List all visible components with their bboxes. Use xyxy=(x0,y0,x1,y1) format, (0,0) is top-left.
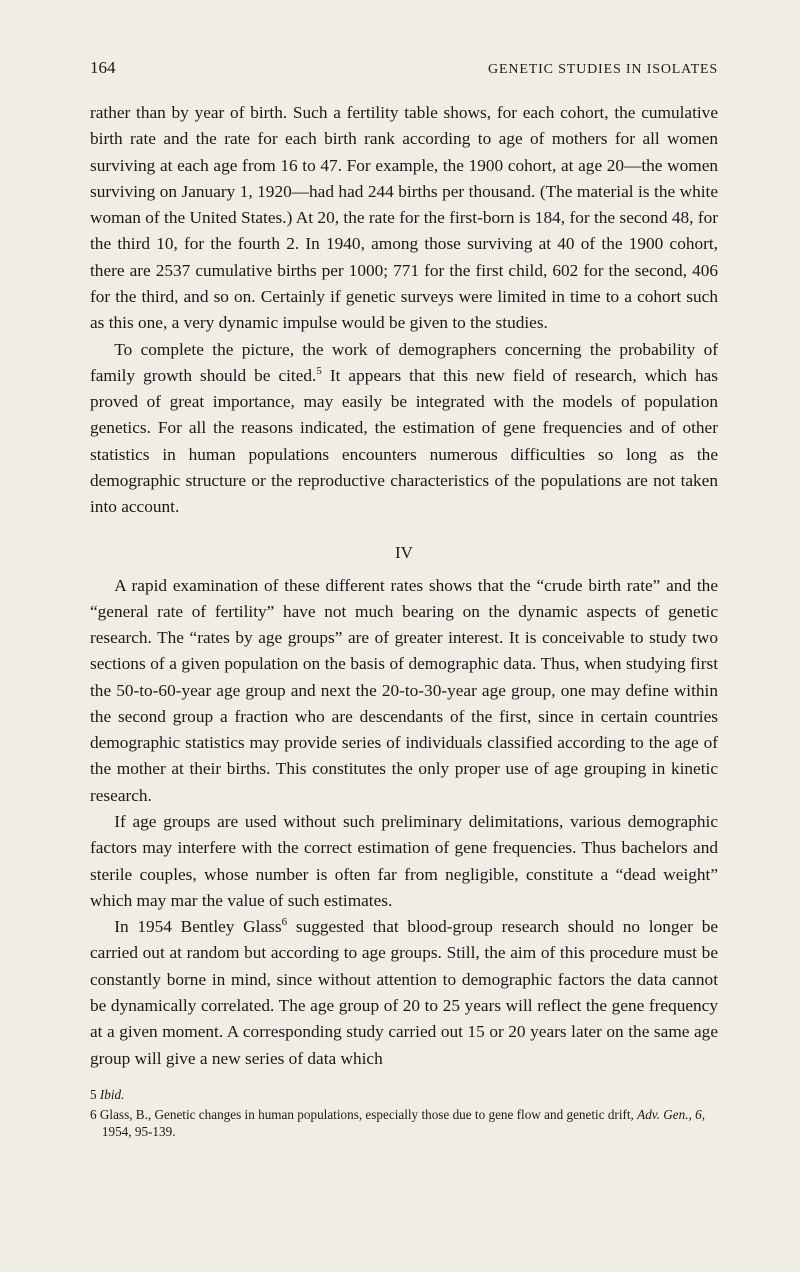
paragraph-text: suggested that blood-group research shou… xyxy=(90,917,718,1067)
page-number: 164 xyxy=(90,58,116,78)
footnote-text: 1954, 95-139. xyxy=(102,1124,176,1139)
footnote-number: 6 xyxy=(90,1107,97,1122)
body-paragraph: A rapid examination of these different r… xyxy=(90,573,718,810)
running-head: GENETIC STUDIES IN ISOLATES xyxy=(488,62,718,78)
paragraph-text: In 1954 Bentley Glass xyxy=(114,917,281,936)
footnote-text: Ibid. xyxy=(100,1087,125,1102)
body-paragraph: rather than by year of birth. Such a fer… xyxy=(90,100,718,337)
body-paragraph: If age groups are used without such prel… xyxy=(90,809,718,914)
paragraph-text: It appears that this new field of resear… xyxy=(90,366,718,516)
page: 164 GENETIC STUDIES IN ISOLATES rather t… xyxy=(0,0,800,1272)
footnote-text: Glass, B., Genetic changes in human popu… xyxy=(100,1107,637,1122)
footnote-6: 6 Glass, B., Genetic changes in human po… xyxy=(90,1106,718,1142)
section-number: IV xyxy=(90,543,718,563)
body-paragraph: To complete the picture, the work of dem… xyxy=(90,337,718,521)
footnote-5: 5 Ibid. xyxy=(90,1086,718,1104)
body-paragraph: In 1954 Bentley Glass6 suggested that bl… xyxy=(90,914,718,1072)
footnote-number: 5 xyxy=(90,1087,97,1102)
footnotes: 5 Ibid. 6 Glass, B., Genetic changes in … xyxy=(90,1086,718,1141)
page-header: 164 GENETIC STUDIES IN ISOLATES xyxy=(90,58,718,78)
footnote-text-italic: Adv. Gen., 6, xyxy=(637,1107,705,1122)
